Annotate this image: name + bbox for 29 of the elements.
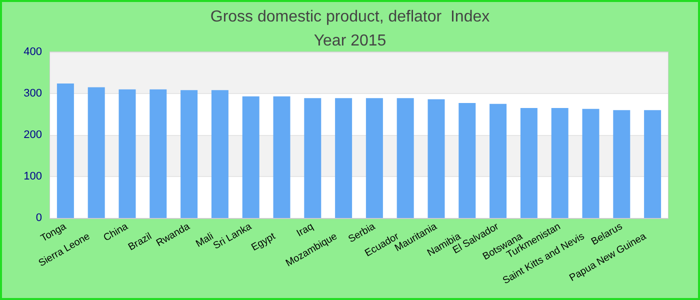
bar <box>458 103 476 218</box>
bar <box>88 87 105 218</box>
bar <box>56 84 74 218</box>
bar <box>520 108 538 218</box>
x-tick-label: Iraq <box>294 221 316 240</box>
bar <box>304 98 322 218</box>
y-tick-label: 300 <box>24 88 42 100</box>
y-tick-label: 0 <box>36 212 42 224</box>
bar <box>118 89 136 218</box>
bar <box>180 90 198 218</box>
chart-subtitle: Year 2015 <box>314 32 386 50</box>
chart-title: Gross domestic product, deflator Index <box>210 8 490 26</box>
y-tick-label: 400 <box>24 46 42 58</box>
bar <box>490 104 507 218</box>
bar <box>211 90 228 218</box>
bar <box>644 110 662 218</box>
bar <box>396 98 414 218</box>
bar <box>366 98 383 218</box>
bar <box>613 110 630 218</box>
bar <box>551 108 568 218</box>
x-tick-label: China <box>102 221 130 244</box>
bar <box>273 96 290 218</box>
bar <box>335 98 352 218</box>
bar <box>582 108 600 218</box>
y-tick-label: 200 <box>24 129 42 141</box>
bar <box>428 99 445 218</box>
y-tick-label: 100 <box>24 170 42 182</box>
bar <box>242 96 260 218</box>
bar <box>150 89 167 218</box>
